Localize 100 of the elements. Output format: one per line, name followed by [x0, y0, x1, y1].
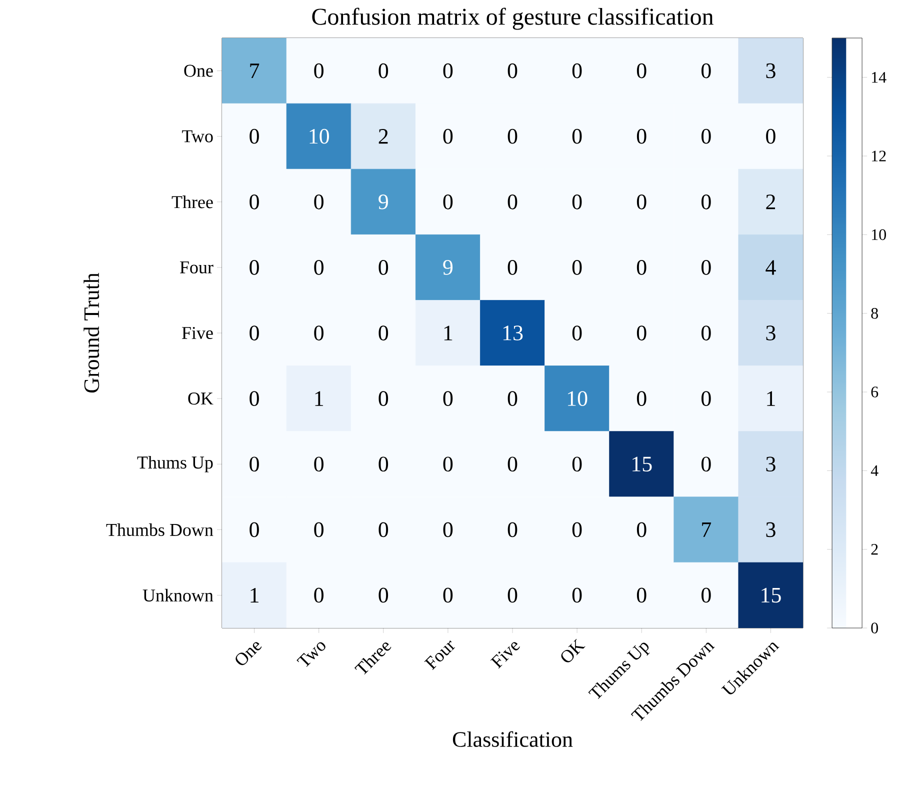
data-label: 9: [443, 260, 453, 275]
data-label: 0: [443, 63, 453, 78]
data-label: 0: [378, 326, 388, 340]
data-label: 1: [250, 588, 258, 602]
y-tick-label: Thumbs Down: [106, 523, 214, 536]
data-label: 7: [702, 522, 712, 537]
data-label: 0: [378, 260, 388, 275]
y-tick-label: Thums Up: [137, 456, 213, 472]
data-label: 0: [250, 194, 259, 210]
data-label: 0: [636, 588, 646, 603]
color-bar-label: 6: [871, 386, 878, 398]
data-label: 0: [508, 260, 518, 275]
color-bar-label: 0: [871, 622, 878, 634]
data-label: 0: [702, 260, 711, 275]
data-label: 0: [636, 391, 646, 406]
data-label: 0: [702, 588, 711, 603]
data-label: 0: [314, 326, 324, 340]
data-label: 0: [572, 194, 582, 210]
data-label: 0: [702, 63, 711, 78]
data-label: 7: [250, 64, 260, 78]
x-tick-label: Five: [490, 642, 520, 669]
data-label: 0: [636, 260, 646, 275]
y-tick-label: Two: [182, 130, 213, 142]
y-axis-title: Ground Truth: [84, 272, 100, 393]
data-label: 0: [508, 194, 518, 210]
data-label: 15: [762, 588, 781, 603]
data-label: 0: [443, 522, 453, 538]
data-label: 0: [702, 128, 711, 144]
data-label: 0: [378, 522, 388, 538]
color-bar-label: 4: [870, 465, 878, 476]
data-label: 0: [572, 326, 582, 340]
color-bar-label: 8: [871, 308, 878, 319]
data-label: 0: [636, 63, 646, 78]
data-label: 0: [572, 63, 582, 78]
chart-title: Confusion matrix of gesture classification: [312, 8, 714, 30]
data-label: 15: [632, 456, 652, 472]
data-label: 0: [314, 522, 324, 538]
data-label: 0: [443, 128, 453, 144]
data-label: 0: [250, 522, 259, 538]
data-label: 3: [766, 456, 776, 472]
data-label: 10: [310, 128, 329, 144]
data-label: 1: [315, 391, 324, 406]
data-label: 0: [636, 522, 646, 538]
data-label: 0: [314, 194, 324, 210]
y-tick-label: Unknown: [142, 588, 214, 602]
data-label: 0: [508, 391, 518, 406]
data-label: 0: [250, 456, 259, 472]
y-tick-label: One: [184, 64, 213, 77]
data-label: 0: [702, 326, 711, 340]
data-label: 0: [378, 588, 388, 603]
data-label: 0: [508, 128, 518, 144]
data-label: 0: [250, 391, 259, 406]
data-label: 3: [766, 522, 776, 538]
data-label: 0: [636, 128, 646, 144]
data-label: 0: [508, 522, 518, 538]
data-label: 0: [443, 194, 453, 210]
data-label: 0: [572, 128, 582, 144]
data-label: 0: [378, 456, 388, 472]
y-tick-label: Four: [180, 261, 214, 274]
color-bar-label: 10: [872, 229, 886, 240]
data-label: 0: [443, 588, 453, 603]
data-label: 0: [378, 63, 388, 78]
data-label: 0: [314, 260, 324, 275]
data-label: 0: [508, 588, 518, 603]
data-label: 2: [378, 129, 388, 144]
data-label: 0: [572, 456, 582, 472]
data-label: 0: [636, 326, 646, 340]
data-label: 0: [572, 522, 582, 538]
data-label: 9: [378, 194, 388, 210]
data-label: 0: [636, 194, 646, 210]
data-label: 13: [503, 326, 523, 340]
data-label: 0: [508, 63, 518, 78]
data-label: 0: [250, 326, 259, 340]
x-tick-label: One: [236, 642, 262, 666]
color-bar-label: 12: [872, 150, 886, 162]
data-label: 4: [766, 260, 776, 275]
data-label: 0: [443, 456, 453, 472]
data-label: 0: [314, 63, 324, 78]
data-label: 0: [250, 260, 259, 275]
data-label: 0: [378, 391, 388, 406]
data-label: 0: [314, 456, 324, 472]
y-tick-label: OK: [188, 392, 214, 405]
data-label: 0: [443, 391, 453, 406]
color-bar-label: 2: [871, 544, 878, 555]
y-tick-label: Three: [172, 196, 213, 208]
data-label: 1: [767, 391, 775, 406]
data-label: 0: [702, 194, 711, 210]
data-label: 0: [702, 456, 711, 472]
x-axis-title: Classification: [452, 731, 573, 747]
data-label: 0: [508, 456, 518, 472]
data-label: 0: [702, 391, 711, 406]
data-label: 0: [572, 260, 582, 275]
y-tick-label: Five: [182, 326, 213, 340]
data-label: 10: [568, 391, 588, 406]
data-label: 0: [572, 588, 582, 603]
data-label: 1: [444, 326, 452, 340]
data-label: 0: [314, 588, 324, 603]
data-label: 3: [766, 63, 776, 78]
data-label: 3: [766, 326, 776, 340]
x-tick-label: Two: [296, 642, 326, 667]
